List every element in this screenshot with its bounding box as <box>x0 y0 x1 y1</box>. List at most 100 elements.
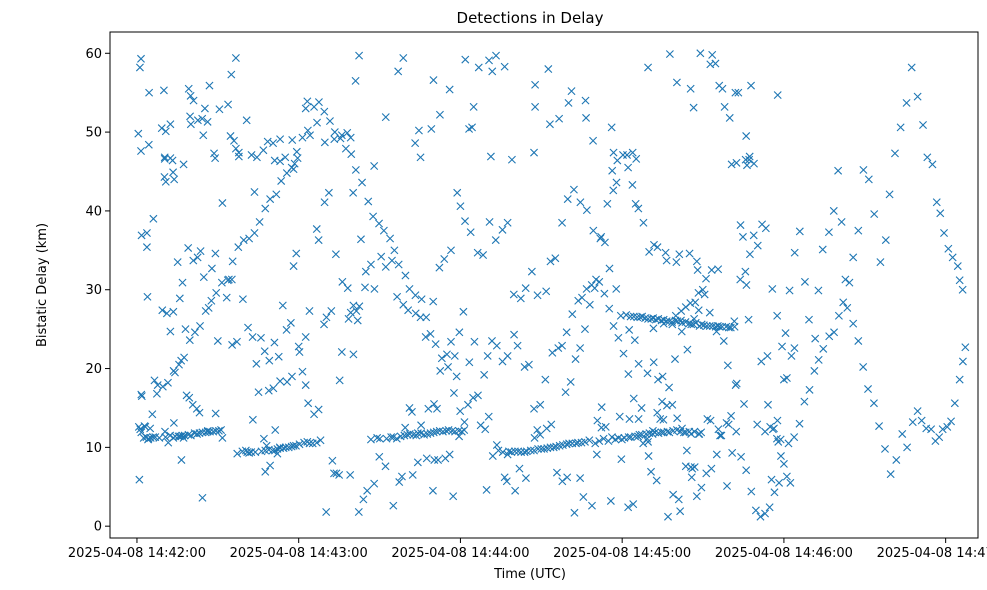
data-point <box>864 175 873 184</box>
data-point <box>723 481 732 490</box>
data-point <box>590 284 599 293</box>
data-point <box>527 267 536 276</box>
data-point <box>509 290 518 299</box>
data-point <box>268 446 277 455</box>
data-point <box>488 67 497 76</box>
data-point <box>386 234 395 243</box>
data-point <box>582 206 591 215</box>
data-point <box>474 63 483 72</box>
data-point <box>869 399 878 408</box>
data-point <box>653 408 662 417</box>
data-point <box>626 312 635 321</box>
data-point <box>150 376 159 385</box>
y-axis: 0 10 20 30 40 50 60 <box>85 47 110 535</box>
data-point <box>500 62 509 71</box>
data-point <box>142 243 151 252</box>
data-point <box>417 421 426 430</box>
data-point <box>837 217 846 226</box>
data-point <box>936 209 945 218</box>
data-point <box>227 275 236 284</box>
data-point <box>616 311 625 320</box>
data-point <box>919 121 927 129</box>
data-point <box>175 294 184 303</box>
y-tick-label: 40 <box>85 204 102 219</box>
data-point <box>465 358 474 367</box>
data-point <box>228 257 237 266</box>
data-point <box>854 336 863 345</box>
data-point <box>781 329 790 338</box>
data-point <box>320 320 329 329</box>
data-point <box>654 375 663 384</box>
data-point <box>261 467 270 476</box>
data-point <box>554 344 563 353</box>
data-point <box>192 404 201 413</box>
data-point <box>491 236 500 245</box>
data-point <box>763 351 772 360</box>
data-point <box>445 85 454 94</box>
data-point <box>520 362 529 371</box>
data-point <box>631 432 640 441</box>
data-point <box>440 255 449 263</box>
data-point <box>534 444 543 453</box>
data-point <box>146 424 155 433</box>
data-point <box>429 76 438 85</box>
data-point <box>435 263 444 272</box>
data-point <box>605 304 614 313</box>
data-point <box>605 264 614 273</box>
data-point <box>498 357 507 366</box>
data-point <box>281 153 290 162</box>
data-point <box>203 117 212 126</box>
data-point <box>190 328 199 337</box>
data-point <box>533 291 542 300</box>
data-point <box>450 351 459 360</box>
data-point <box>753 420 762 429</box>
data-point <box>269 139 278 148</box>
data-point <box>284 443 293 452</box>
data-point <box>749 231 758 240</box>
data-point <box>804 315 813 324</box>
data-point <box>908 418 917 427</box>
data-point <box>469 393 478 402</box>
data-point <box>668 320 677 329</box>
data-point <box>442 350 451 359</box>
data-point <box>370 161 379 170</box>
data-point <box>199 273 208 282</box>
data-point <box>913 407 922 416</box>
data-point <box>162 309 171 318</box>
data-point <box>649 240 658 249</box>
data-point <box>593 416 602 425</box>
data-point <box>166 120 175 129</box>
data-point <box>705 308 714 317</box>
data-point <box>784 439 793 448</box>
data-point <box>727 160 736 169</box>
data-point <box>811 334 820 343</box>
data-point <box>264 386 273 395</box>
data-point <box>782 374 791 382</box>
data-point <box>814 286 823 295</box>
data-point <box>955 375 964 384</box>
data-point <box>352 307 361 315</box>
data-point <box>576 198 585 207</box>
data-point <box>580 325 589 334</box>
data-point <box>473 391 482 400</box>
data-point <box>479 251 488 260</box>
data-point <box>211 154 220 163</box>
data-point <box>160 173 169 182</box>
data-point <box>282 169 291 178</box>
data-point <box>601 422 610 431</box>
data-point <box>690 314 699 323</box>
data-point <box>135 63 144 72</box>
data-point <box>286 318 295 327</box>
data-point <box>148 410 157 419</box>
data-point <box>193 253 202 262</box>
data-point <box>526 446 535 455</box>
data-point <box>625 414 634 423</box>
data-point <box>691 298 700 307</box>
data-point <box>196 321 205 330</box>
data-point <box>530 404 539 413</box>
data-point <box>234 148 243 157</box>
data-point <box>222 293 231 302</box>
data-point <box>885 190 894 199</box>
